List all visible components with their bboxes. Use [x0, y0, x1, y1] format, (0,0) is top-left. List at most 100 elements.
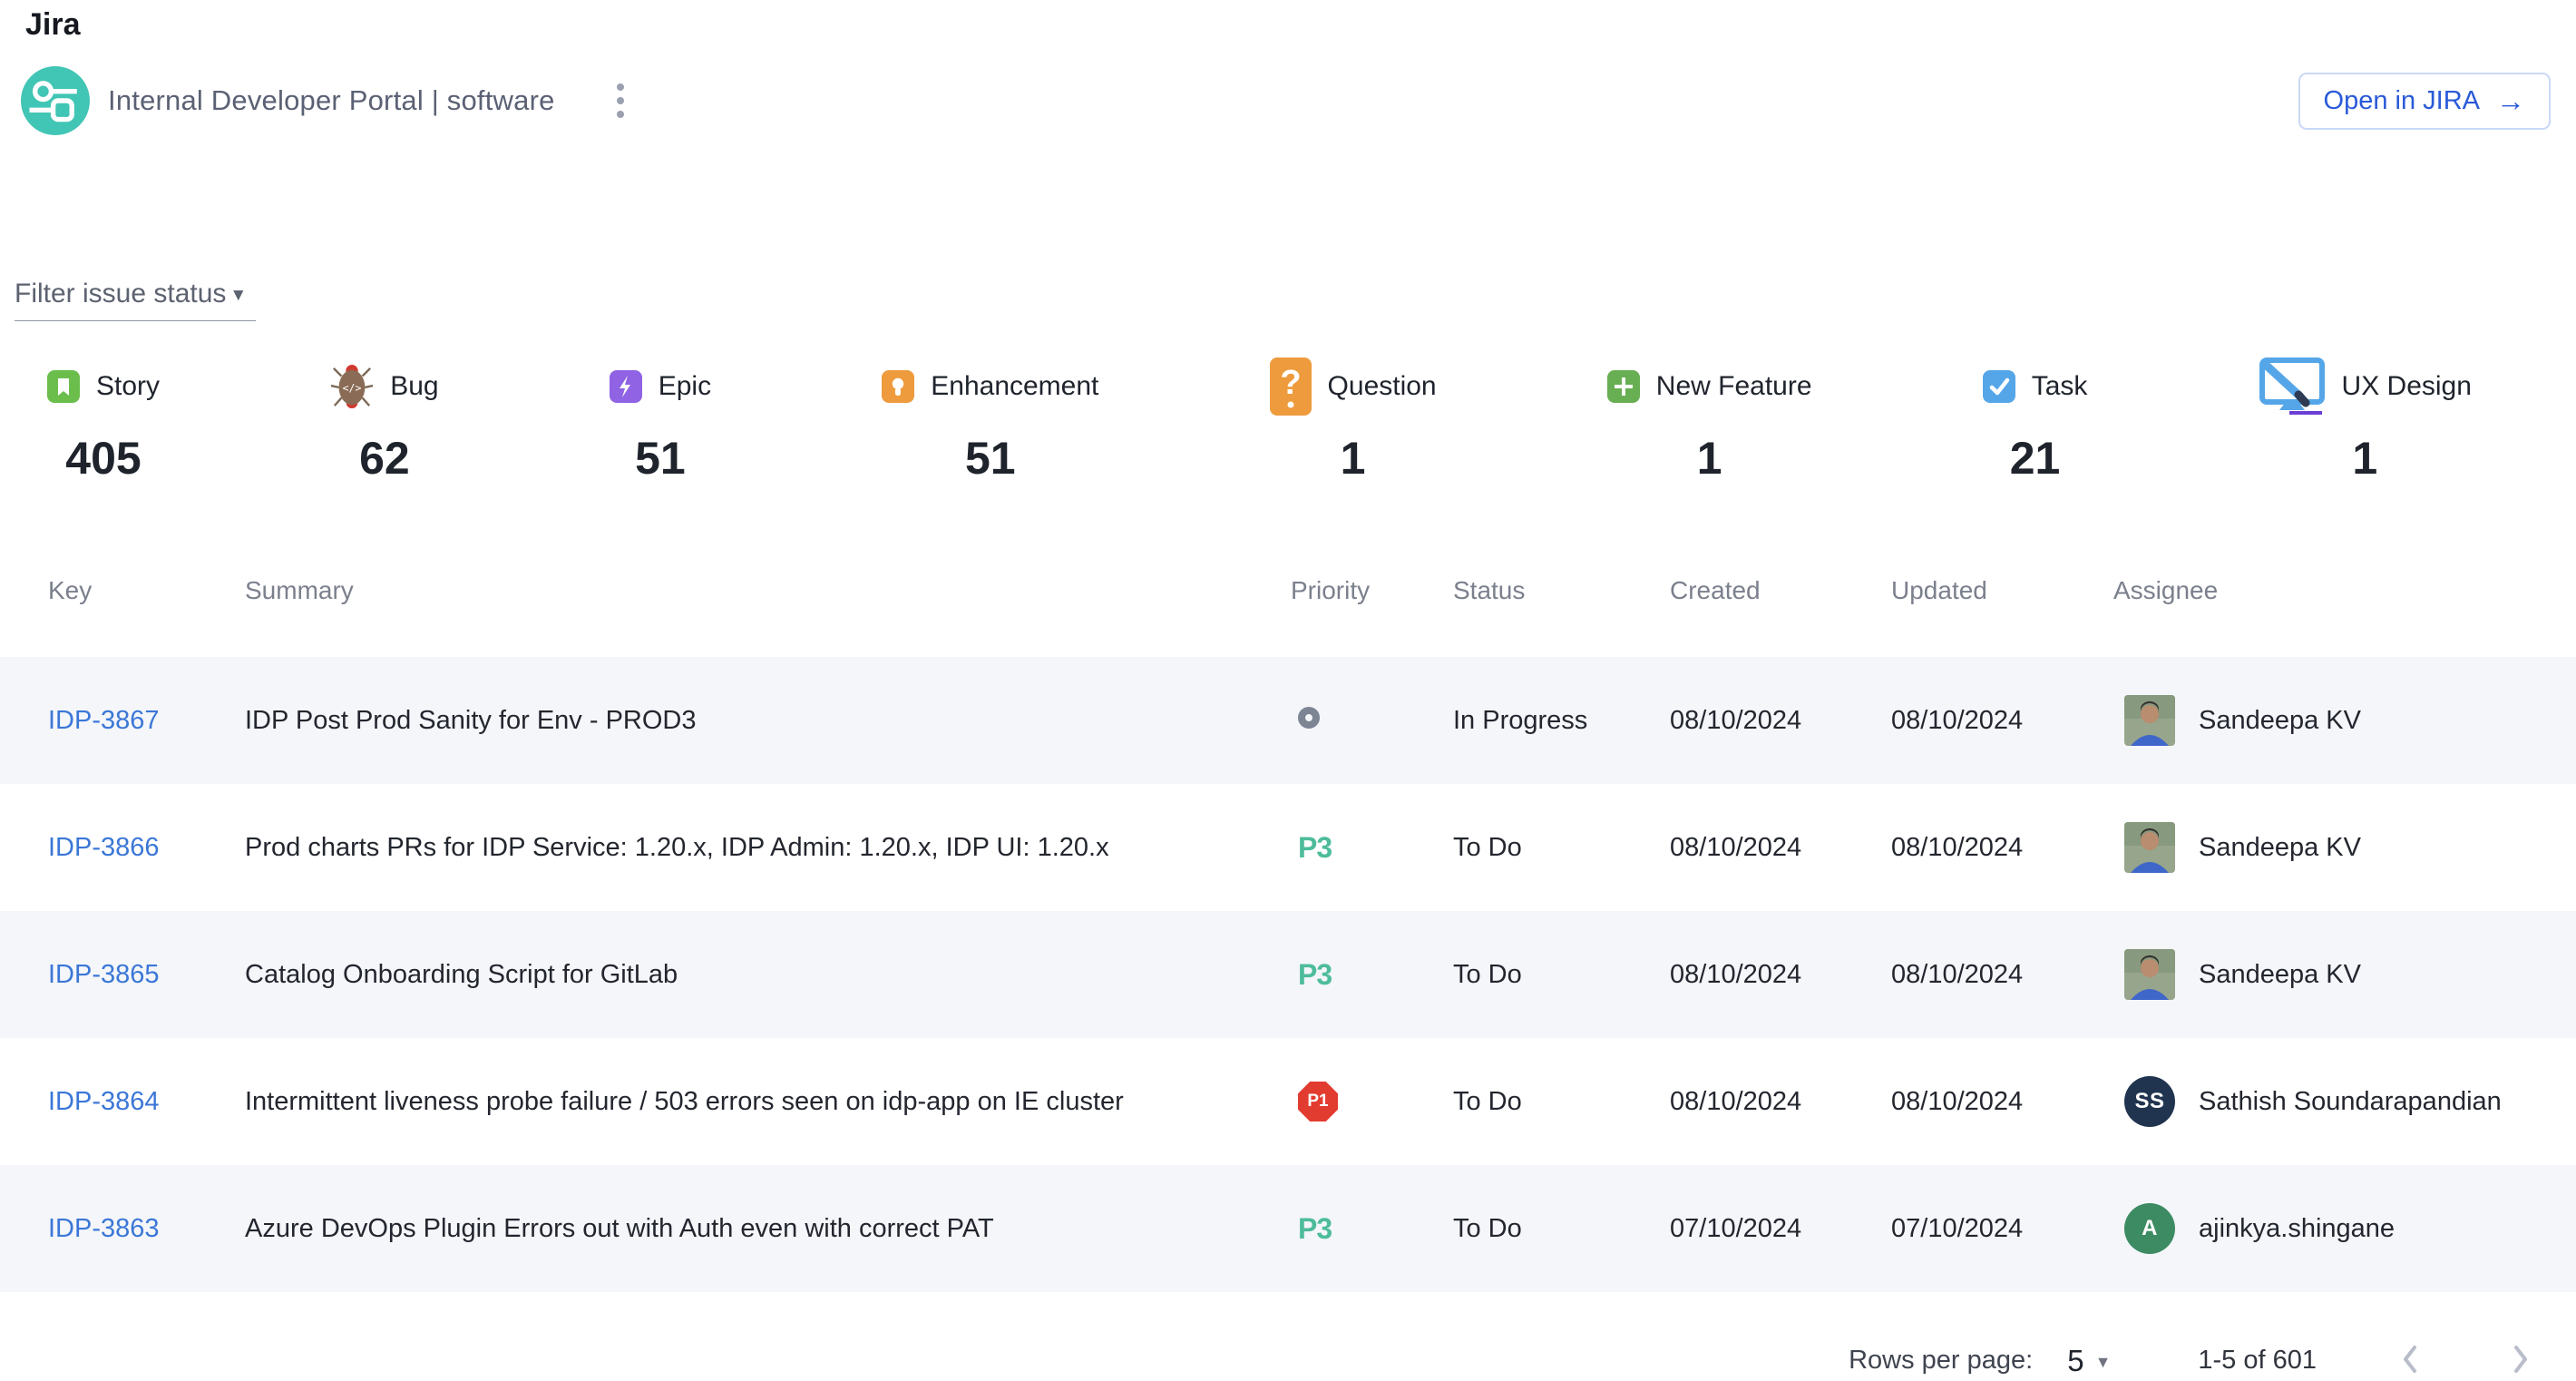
counter-label: UX Design: [2341, 371, 2472, 401]
counter-label: Bug: [390, 371, 439, 401]
rows-per-page-label: Rows per page:: [1849, 1346, 2034, 1375]
counter-label: Epic: [658, 371, 712, 401]
column-header-priority: Priority: [1291, 576, 1371, 604]
counter-value: 51: [965, 433, 1016, 484]
assignee-name: Sathish Soundarapandian: [2199, 1086, 2502, 1116]
previous-page-button[interactable]: [2393, 1336, 2427, 1381]
ux-design-icon: [2259, 357, 2326, 416]
issue-key-link[interactable]: IDP-3866: [48, 832, 160, 862]
issue-created-date: 08/10/2024: [1670, 705, 1802, 735]
svg-text:</>: </>: [343, 382, 362, 395]
issue-status: To Do: [1453, 1213, 1522, 1243]
chevron-down-icon: ▼: [229, 286, 248, 305]
assignee-avatar: [2124, 949, 2175, 1000]
issue-key-link[interactable]: IDP-3863: [48, 1213, 160, 1243]
question-icon: ?: [1269, 357, 1312, 416]
issue-summary: IDP Post Prod Sanity for Env - PROD3: [245, 705, 697, 735]
table-header: Key Summary Priority Status Created Upda…: [0, 566, 2576, 615]
issue-status: To Do: [1453, 832, 1522, 862]
bug-icon: </>: [330, 361, 374, 412]
counter-label: Question: [1327, 371, 1437, 401]
counter-value: 51: [635, 433, 686, 484]
issue-status: In Progress: [1453, 705, 1588, 735]
counter-label: Story: [96, 371, 161, 401]
assignee-name: ajinkya.shingane: [2199, 1213, 2395, 1243]
assignee-avatar: A: [2124, 1203, 2175, 1254]
story-icon: [47, 370, 80, 403]
issue-status: To Do: [1453, 959, 1522, 989]
rows-per-page-select[interactable]: 5: [2067, 1343, 2084, 1377]
counter-value: 21: [2009, 433, 2061, 484]
open-in-jira-button[interactable]: Open in JIRA →: [2298, 72, 2551, 130]
assignee-name: Sandeepa KV: [2199, 705, 2361, 735]
issue-key-link[interactable]: IDP-3865: [48, 959, 160, 989]
issue-summary: Prod charts PRs for IDP Service: 1.20.x,…: [245, 832, 1109, 862]
counter-task: Task 21: [1982, 352, 2088, 485]
priority-icon: P3: [1298, 957, 1332, 991]
issue-updated-date: 07/10/2024: [1891, 1213, 2024, 1243]
table-row: IDP-3867 IDP Post Prod Sanity for Env - …: [0, 657, 2576, 784]
issue-created-date: 07/10/2024: [1670, 1213, 1802, 1243]
issue-status: To Do: [1453, 1086, 1522, 1116]
issue-key-link[interactable]: IDP-3867: [48, 705, 160, 735]
epic-icon: [609, 370, 642, 403]
priority-icon: P3: [1298, 830, 1332, 864]
priority-icon: [1298, 706, 1320, 729]
issue-updated-date: 08/10/2024: [1891, 959, 2024, 989]
filter-label: Filter issue status: [15, 279, 227, 309]
pagination-range: 1-5 of 601: [2198, 1346, 2317, 1375]
issue-created-date: 08/10/2024: [1670, 959, 1802, 989]
counter-value: 1: [1696, 433, 1722, 484]
entity-header: Internal Developer Portal | software Ope…: [21, 66, 2551, 135]
table-row: IDP-3863 Azure DevOps Plugin Errors out …: [0, 1165, 2576, 1292]
table-pagination: Rows per page: 5 ▼ 1-5 of 601: [0, 1336, 2576, 1381]
arrow-right-icon: →: [2496, 84, 2525, 117]
chevron-down-icon: ▼: [2094, 1353, 2112, 1371]
issue-type-counters: Story 405 </>: [0, 352, 2576, 485]
more-options-kebab-icon[interactable]: [608, 74, 633, 127]
counter-value: 1: [1340, 433, 1366, 484]
entity-name: Internal Developer Portal | software: [108, 84, 555, 116]
issues-table: IDP-3867 IDP Post Prod Sanity for Env - …: [0, 657, 2576, 1292]
issue-created-date: 08/10/2024: [1670, 832, 1802, 862]
counter-value: 405: [65, 433, 141, 484]
column-header-updated: Updated: [1891, 576, 1987, 604]
column-header-key: Key: [48, 576, 93, 604]
new-feature-icon: [1606, 370, 1640, 403]
counter-bug: </> Bug 62: [330, 352, 439, 485]
counter-value: 62: [359, 433, 410, 484]
issue-summary: Intermittent liveness probe failure / 50…: [245, 1086, 1124, 1116]
issue-key-link[interactable]: IDP-3864: [48, 1086, 160, 1116]
assignee-avatar: SS: [2124, 1076, 2175, 1127]
counter-epic: Epic 51: [609, 352, 712, 485]
next-page-button[interactable]: [2503, 1336, 2538, 1381]
column-header-status: Status: [1453, 576, 1526, 604]
filter-issue-status-select[interactable]: Filter issue status ▼: [15, 279, 256, 321]
issue-updated-date: 08/10/2024: [1891, 705, 2024, 735]
assignee-name: Sandeepa KV: [2199, 959, 2361, 989]
priority-icon: P1: [1298, 1082, 1338, 1121]
counter-question: ? Question 1: [1269, 352, 1437, 485]
assignee-avatar: [2124, 822, 2175, 873]
issue-summary: Azure DevOps Plugin Errors out with Auth…: [245, 1213, 994, 1243]
counter-label: Task: [2031, 371, 2088, 401]
issue-created-date: 08/10/2024: [1670, 1086, 1802, 1116]
assignee-avatar: [2124, 695, 2175, 746]
counter-enhancement: Enhancement 51: [882, 352, 1098, 485]
counter-story: Story 405: [47, 352, 160, 485]
column-header-assignee: Assignee: [2113, 576, 2219, 604]
enhancement-icon: [882, 370, 915, 403]
open-in-jira-label: Open in JIRA: [2323, 85, 2480, 115]
issue-updated-date: 08/10/2024: [1891, 1086, 2024, 1116]
table-row: IDP-3864 Intermittent liveness probe fai…: [0, 1038, 2576, 1165]
counter-label: Enhancement: [931, 371, 1099, 401]
page-title: Jira: [25, 7, 81, 42]
counter-new-feature: New Feature 1: [1606, 352, 1812, 485]
column-header-created: Created: [1670, 576, 1761, 604]
counter-ux-design: UX Design 1: [2259, 352, 2472, 485]
counter-value: 1: [2352, 433, 2378, 484]
issue-updated-date: 08/10/2024: [1891, 832, 2024, 862]
priority-icon: P3: [1298, 1211, 1332, 1245]
issue-summary: Catalog Onboarding Script for GitLab: [245, 959, 678, 989]
